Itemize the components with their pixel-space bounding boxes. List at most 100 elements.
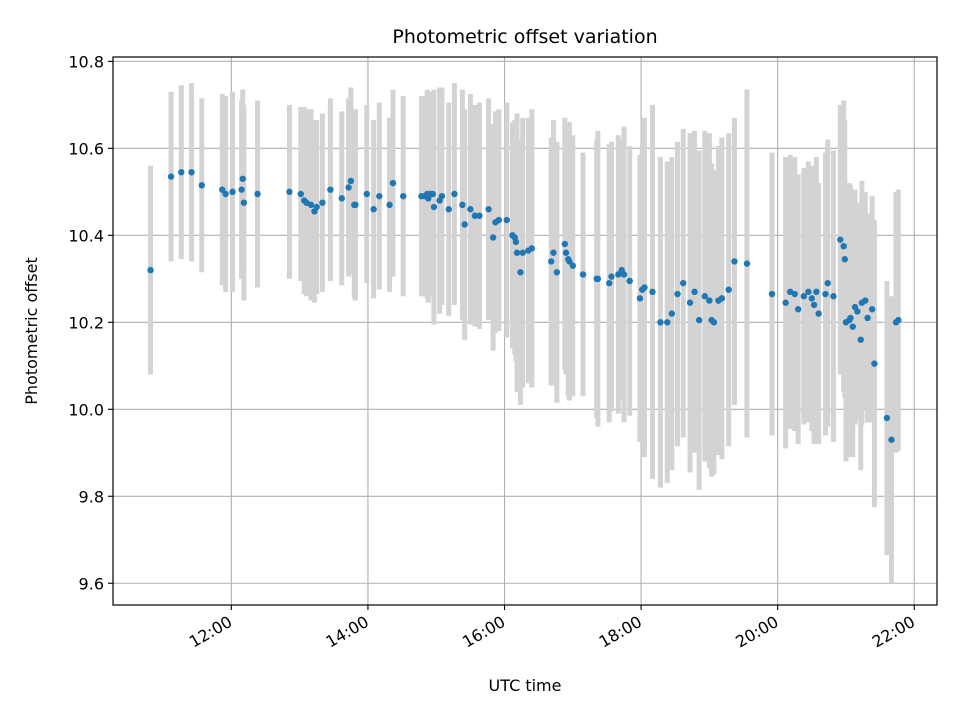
data-point (345, 184, 352, 191)
data-point (485, 206, 492, 213)
data-point (615, 271, 622, 278)
data-point (519, 249, 526, 256)
data-point (430, 203, 438, 211)
data-point (219, 186, 226, 193)
data-point (198, 182, 205, 189)
data-point (579, 271, 587, 278)
data-point (147, 266, 154, 274)
data-point (238, 186, 245, 193)
data-point (451, 190, 458, 198)
data-point (553, 269, 561, 276)
data-point (706, 297, 713, 304)
data-point (167, 173, 175, 180)
chart-title: Photometric offset variation (392, 26, 657, 48)
data-point (695, 316, 703, 324)
data-point (841, 256, 849, 263)
data-point (352, 201, 359, 209)
data-point (178, 169, 185, 176)
data-point (489, 234, 497, 241)
y-tick-label: 9.6 (79, 574, 104, 593)
data-point (188, 169, 195, 176)
data-point (636, 295, 644, 302)
data-point (805, 288, 812, 296)
data-point (608, 273, 615, 280)
data-point (286, 188, 293, 196)
data-point (641, 284, 648, 291)
data-point (857, 336, 864, 343)
data-point (562, 249, 570, 256)
data-point (503, 216, 510, 224)
data-point (679, 279, 687, 287)
data-point (691, 288, 698, 296)
data-point (837, 236, 844, 243)
data-point (782, 299, 789, 306)
data-point (725, 286, 732, 293)
data-point (840, 242, 847, 250)
data-points (147, 169, 902, 443)
data-point (594, 275, 602, 283)
data-point (822, 290, 829, 298)
plot-area-frame (112, 56, 938, 606)
data-point (800, 293, 808, 300)
data-point (429, 190, 437, 198)
data-point (620, 271, 628, 278)
data-point (229, 188, 236, 196)
data-point (895, 316, 902, 324)
data-point (370, 206, 377, 213)
data-point (847, 314, 854, 322)
data-point (657, 319, 664, 326)
data-point (550, 249, 557, 256)
data-point (871, 360, 878, 367)
data-point (815, 310, 822, 317)
data-point (476, 212, 483, 219)
data-point (400, 192, 407, 200)
data-point (569, 262, 577, 269)
data-point (718, 295, 726, 302)
data-point (606, 279, 613, 287)
data-point (528, 245, 536, 252)
data-point (830, 293, 837, 300)
data-point (386, 201, 393, 209)
data-point (307, 201, 315, 209)
data-point (240, 199, 248, 206)
data-point (363, 190, 371, 198)
data-point (547, 258, 555, 265)
data-point (459, 201, 466, 209)
data-point (517, 269, 524, 276)
data-point (471, 212, 479, 219)
y-tick-label: 9.8 (79, 487, 104, 506)
data-point (731, 258, 738, 265)
data-point (710, 319, 718, 326)
data-point (849, 323, 856, 330)
data-point (813, 288, 820, 296)
data-point (808, 295, 816, 302)
data-point (864, 314, 871, 322)
data-point (222, 190, 229, 198)
data-point (626, 277, 633, 285)
data-point (810, 301, 818, 309)
data-point (327, 186, 334, 193)
data-point (888, 436, 895, 443)
data-point (768, 290, 776, 298)
data-point (495, 216, 503, 224)
data-point (824, 279, 831, 287)
data-point (376, 192, 383, 200)
data-point (313, 203, 320, 211)
data-point (674, 290, 681, 298)
data-point (664, 319, 671, 326)
y-tick-label: 10.2 (68, 313, 104, 332)
y-tick-label: 10.6 (68, 139, 104, 158)
data-point (467, 206, 474, 213)
data-point (347, 177, 355, 185)
x-axis-label: UTC time (489, 676, 562, 695)
data-point (254, 190, 261, 198)
data-point (649, 288, 656, 296)
data-point (854, 308, 861, 315)
data-point (686, 299, 694, 306)
data-point (319, 199, 326, 206)
data-point (668, 310, 676, 317)
data-point (868, 306, 876, 313)
data-point (513, 249, 521, 256)
data-point (438, 192, 446, 200)
